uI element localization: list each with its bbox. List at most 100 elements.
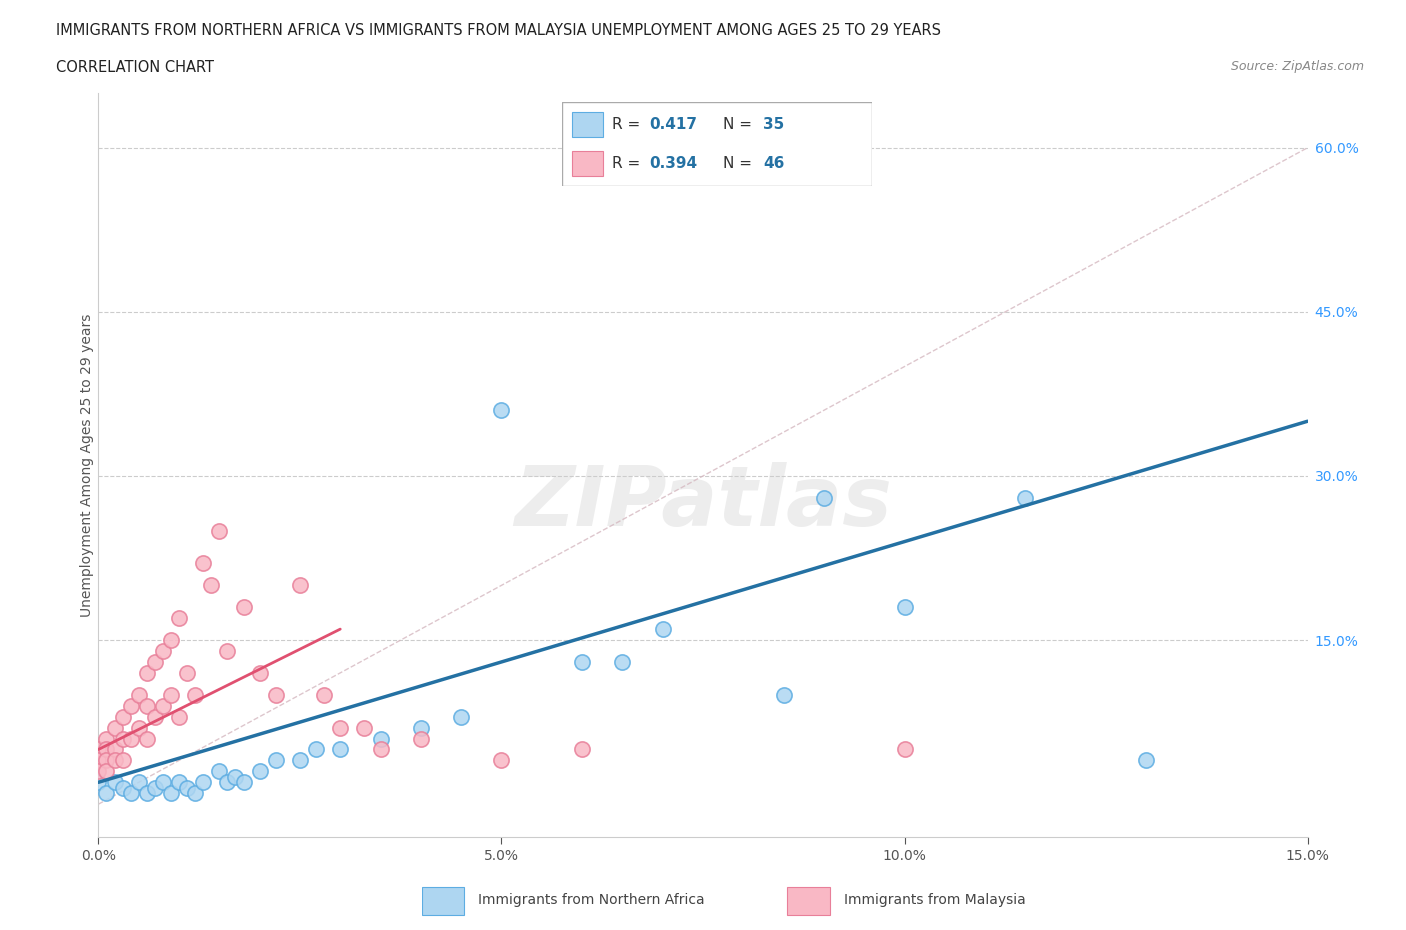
Point (314, 687, 336, 702)
Text: R =: R = (612, 156, 645, 171)
Text: ZIPatlas: ZIPatlas (515, 461, 891, 543)
Point (143, 655, 166, 670)
Point (353, 720, 375, 735)
Bar (572, 151, 603, 176)
Point (167, 775, 190, 790)
Point (264, 687, 287, 702)
Point (176, 666, 198, 681)
Point (450, 710, 472, 724)
Text: 0.394: 0.394 (650, 156, 697, 171)
Point (143, 780, 166, 795)
Point (813, 490, 835, 505)
Text: Immigrants from Northern Africa: Immigrants from Northern Africa (478, 893, 704, 907)
Point (651, 621, 673, 636)
Point (103, 753, 125, 768)
Point (103, 742, 125, 757)
Point (87, 764, 110, 778)
Point (96, 764, 118, 778)
Text: Source: ZipAtlas.com: Source: ZipAtlas.com (1230, 60, 1364, 73)
Point (111, 731, 134, 746)
Point (87, 742, 110, 757)
Point (249, 764, 271, 778)
Point (1135, 753, 1157, 768)
Point (135, 731, 157, 746)
Point (772, 687, 794, 702)
Point (160, 786, 183, 801)
Point (232, 775, 254, 790)
Bar (787, 887, 830, 915)
Point (224, 769, 246, 784)
Point (87, 775, 110, 790)
Point (96, 753, 118, 768)
Point (87, 753, 110, 768)
Point (264, 753, 287, 768)
Text: R =: R = (612, 117, 645, 132)
Text: N =: N = (723, 156, 756, 171)
Point (370, 731, 392, 746)
Point (893, 600, 915, 615)
Point (1014, 490, 1036, 505)
Point (329, 720, 352, 735)
Point (160, 687, 183, 702)
Point (167, 710, 190, 724)
Point (152, 644, 174, 658)
Text: Immigrants from Malaysia: Immigrants from Malaysia (844, 893, 1025, 907)
Point (128, 687, 150, 702)
Point (135, 786, 157, 801)
Point (571, 655, 593, 670)
Point (152, 698, 174, 713)
Point (160, 632, 183, 647)
Point (103, 720, 125, 735)
Point (184, 786, 207, 801)
Bar (422, 887, 464, 915)
Point (571, 742, 593, 757)
Point (120, 731, 142, 746)
Text: 46: 46 (763, 156, 785, 171)
Point (152, 775, 174, 790)
Point (120, 786, 142, 801)
Point (612, 655, 634, 670)
Point (217, 644, 239, 658)
Point (249, 666, 271, 681)
Point (135, 698, 157, 713)
Point (288, 753, 311, 768)
Point (143, 710, 166, 724)
Point (167, 611, 190, 626)
Point (135, 666, 157, 681)
Point (193, 556, 215, 571)
Text: 0.417: 0.417 (650, 117, 697, 132)
Point (200, 578, 222, 592)
Point (409, 731, 432, 746)
Point (128, 720, 150, 735)
Point (176, 780, 198, 795)
Point (288, 578, 311, 592)
Point (305, 742, 328, 757)
Point (893, 742, 915, 757)
Point (193, 775, 215, 790)
Text: CORRELATION CHART: CORRELATION CHART (56, 60, 214, 75)
Point (208, 524, 231, 538)
Point (329, 742, 352, 757)
Point (103, 775, 125, 790)
Text: IMMIGRANTS FROM NORTHERN AFRICA VS IMMIGRANTS FROM MALAYSIA UNEMPLOYMENT AMONG A: IMMIGRANTS FROM NORTHERN AFRICA VS IMMIG… (56, 23, 941, 38)
Point (96, 786, 118, 801)
Text: N =: N = (723, 117, 756, 132)
Point (409, 720, 432, 735)
Point (111, 753, 134, 768)
Point (96, 731, 118, 746)
Point (370, 742, 392, 757)
Point (111, 780, 134, 795)
Text: 35: 35 (763, 117, 785, 132)
Point (184, 687, 207, 702)
Point (208, 764, 231, 778)
Y-axis label: Unemployment Among Ages 25 to 29 years: Unemployment Among Ages 25 to 29 years (80, 313, 94, 617)
Point (120, 698, 142, 713)
Point (232, 600, 254, 615)
Point (128, 775, 150, 790)
Point (491, 753, 513, 768)
Bar (572, 113, 603, 138)
Point (96, 742, 118, 757)
Point (111, 710, 134, 724)
FancyBboxPatch shape (562, 102, 872, 186)
Point (217, 775, 239, 790)
